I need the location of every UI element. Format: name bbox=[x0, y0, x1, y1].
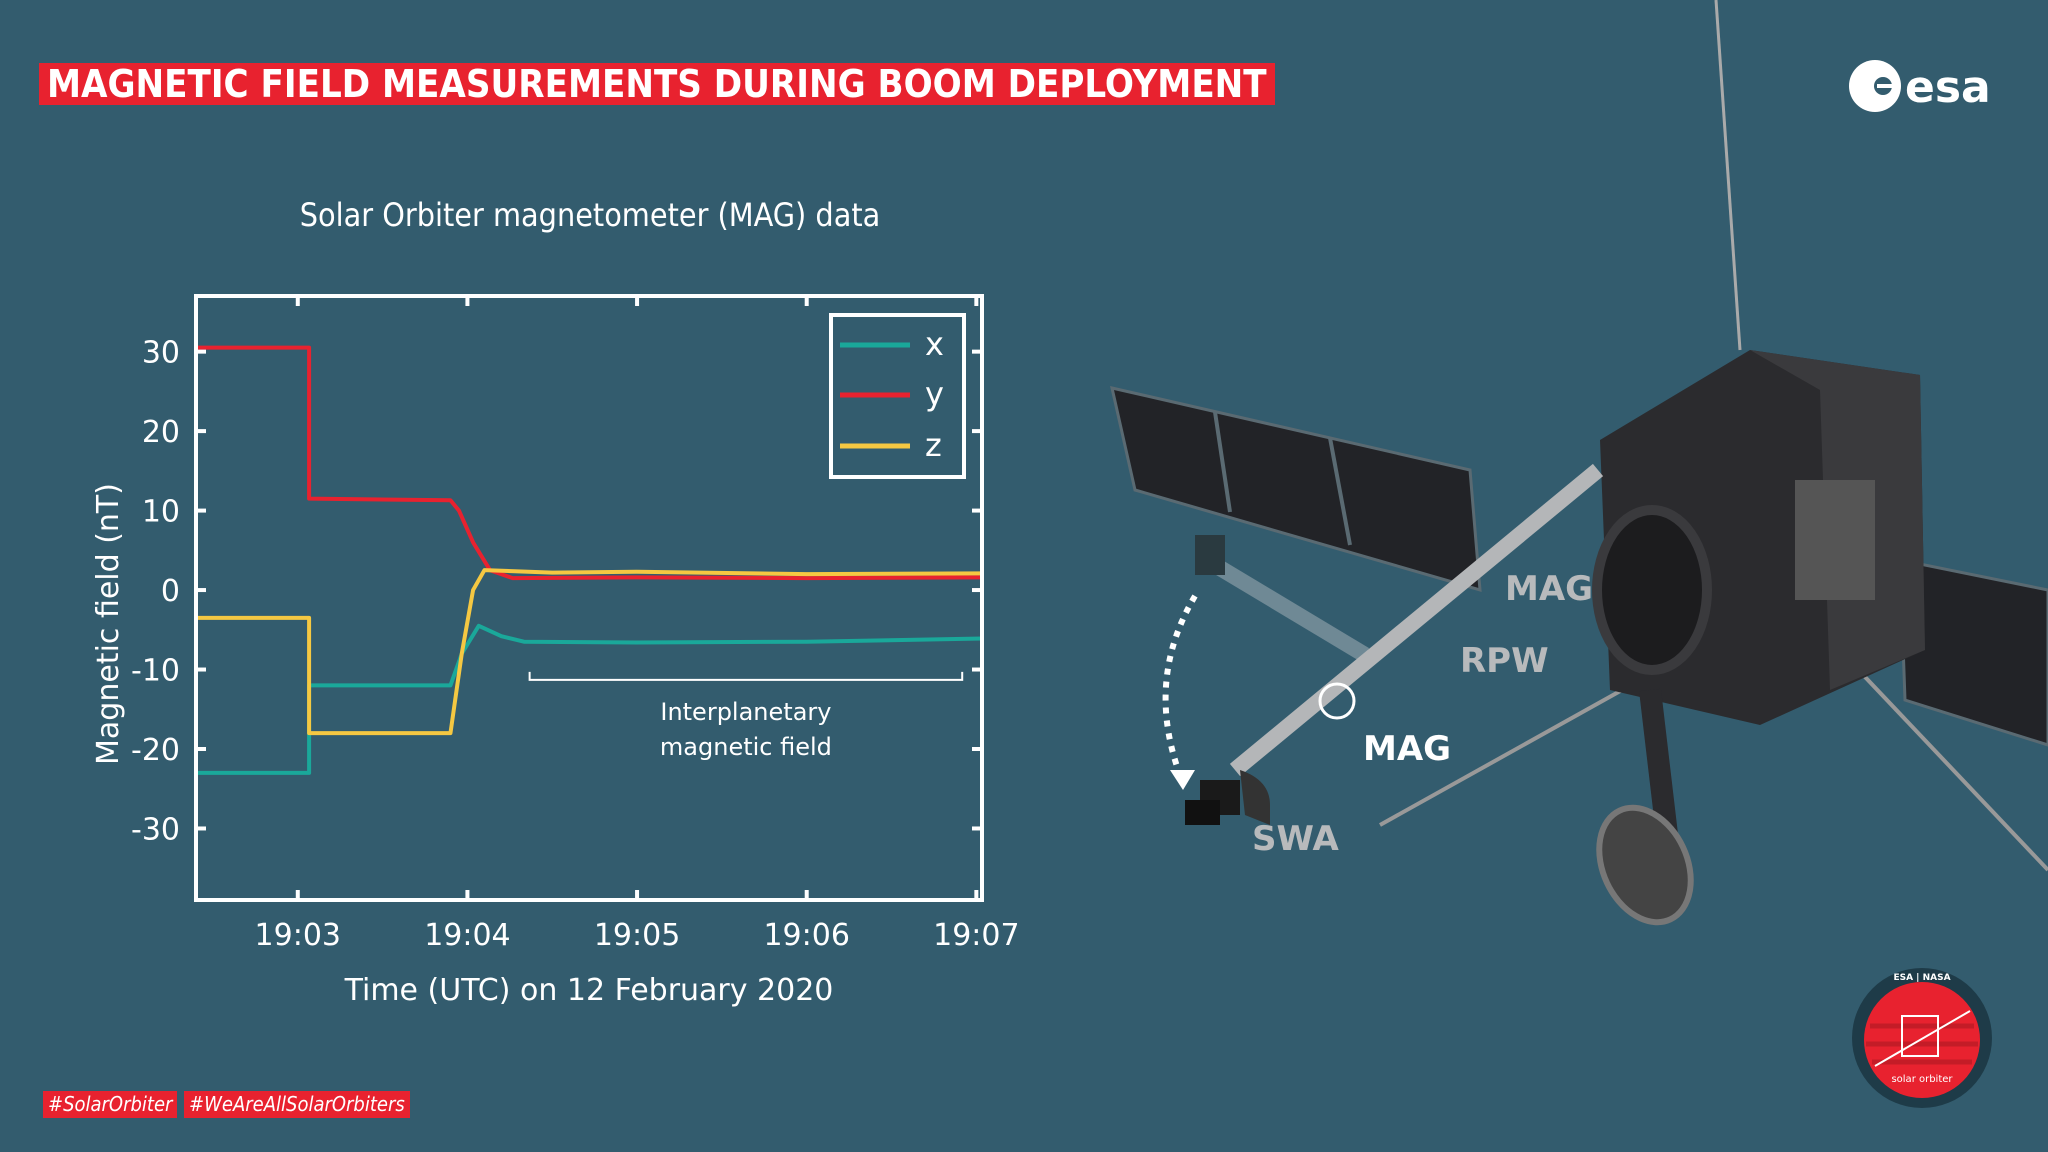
label-swa: SWA bbox=[1252, 819, 1339, 859]
x-tick-label: 19:04 bbox=[424, 918, 510, 953]
esa-logo: esa bbox=[1849, 60, 1991, 113]
x-axis-label: Time (UTC) on 12 February 2020 bbox=[344, 973, 834, 1008]
y-tick-label: 10 bbox=[142, 495, 180, 530]
annotation-interplanetary: Interplanetary magnetic field bbox=[528, 671, 964, 761]
plot-frame bbox=[194, 294, 984, 902]
x-tick-label: 19:06 bbox=[763, 918, 849, 953]
y-tick-label: -20 bbox=[131, 733, 180, 768]
y-tick-label: 20 bbox=[142, 415, 180, 450]
y-axis-label: Magnetic field (nT) bbox=[91, 483, 126, 765]
y-tick-label: -10 bbox=[131, 654, 180, 689]
x-tick-label: 19:03 bbox=[255, 918, 341, 953]
legend-label-y: y bbox=[925, 375, 944, 413]
page-title: MAGNETIC FIELD MEASUREMENTS DURING BOOM … bbox=[39, 63, 1275, 105]
series-line-z bbox=[196, 568, 983, 736]
mag-chart: 30 20 10 0 -10 -20 -30 19:03 19:04 19:05 19:06 19:0… bbox=[91, 294, 1020, 1008]
solar-orbiter-mission-badge: ESA | NASA solar orbiter bbox=[1852, 968, 1992, 1108]
svg-text:ESA | NASA: ESA | NASA bbox=[1893, 973, 1950, 983]
annotation-line1: Interplanetary bbox=[660, 698, 831, 726]
legend-label-z: z bbox=[925, 426, 942, 464]
svg-text:esa: esa bbox=[1905, 62, 1991, 113]
label-rpw: RPW bbox=[1460, 641, 1549, 681]
y-tick-label: 30 bbox=[142, 336, 180, 371]
x-tick-label: 19:05 bbox=[594, 918, 680, 953]
chart-title: Solar Orbiter magnetometer (MAG) data bbox=[299, 196, 881, 234]
label-mag-boom: MAG bbox=[1363, 729, 1451, 769]
mag-highlight-circle bbox=[1318, 682, 1356, 720]
solar-array-left bbox=[1110, 386, 1482, 593]
hashtag-wearealls[interactable]: #WeAreAllSolarOrbiters bbox=[184, 1091, 410, 1118]
label-mag-body: MAG bbox=[1505, 569, 1593, 609]
mag-boom bbox=[1229, 463, 1604, 777]
annotation-line2: magnetic field bbox=[660, 733, 832, 761]
series-line-x bbox=[196, 623, 983, 775]
deployment-arrow-icon bbox=[1162, 594, 1198, 777]
annotation-bracket bbox=[528, 671, 964, 681]
svg-text:solar orbiter: solar orbiter bbox=[1891, 1074, 1953, 1085]
x-tick-label: 19:07 bbox=[933, 918, 1019, 953]
legend: x y z bbox=[829, 313, 966, 479]
y-tick-label: 0 bbox=[161, 574, 180, 609]
series-line-y bbox=[196, 345, 983, 581]
legend-label-x: x bbox=[925, 325, 944, 363]
hashtag-solarorbiter[interactable]: #SolarOrbiter bbox=[43, 1091, 178, 1118]
y-tick-label: -30 bbox=[131, 812, 180, 847]
